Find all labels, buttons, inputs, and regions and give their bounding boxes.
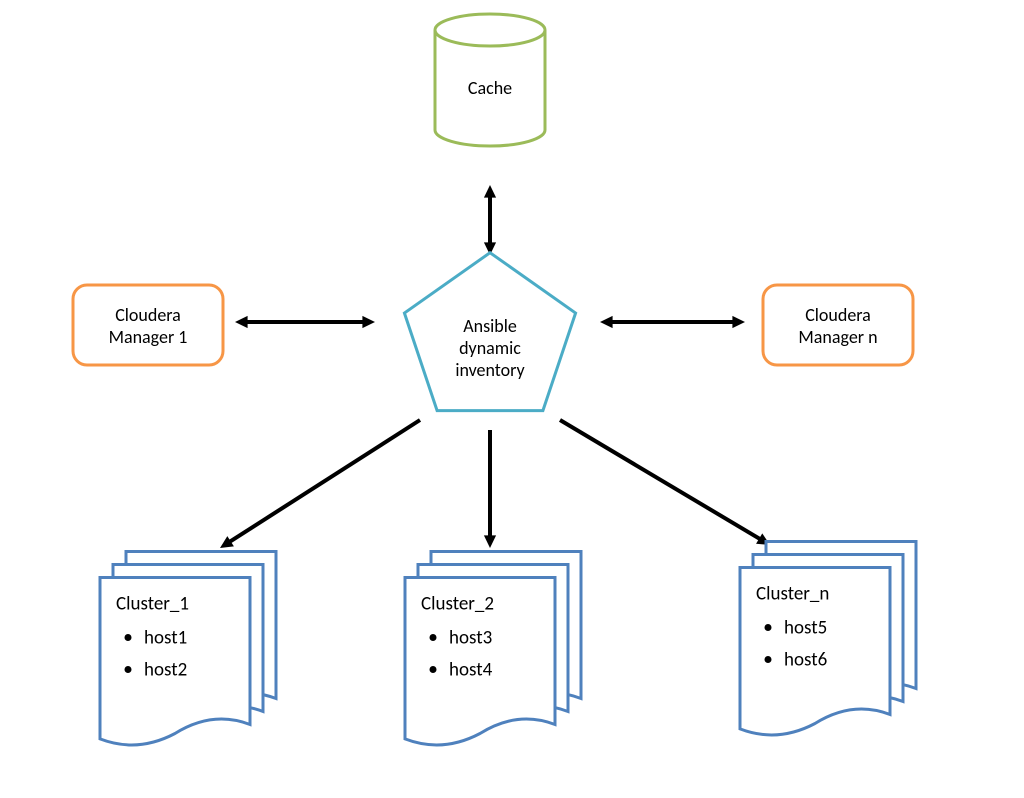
cmn-label: Manager n [798, 326, 877, 348]
clustern-title: Cluster_n [756, 583, 829, 606]
cluster1-item: host2 [144, 659, 187, 682]
cmn-label: Cloudera [805, 304, 871, 326]
bullet-icon [430, 666, 437, 673]
center-label-line: Ansible [463, 315, 517, 337]
clustern-item: host6 [784, 649, 827, 672]
cluster1-item: host1 [144, 627, 187, 650]
cm1-label: Cloudera [115, 304, 181, 326]
bullet-icon [125, 634, 132, 641]
bullet-icon [430, 634, 437, 641]
bullet-icon [765, 656, 772, 663]
cm1-label: Manager 1 [109, 326, 188, 348]
bullet-icon [125, 666, 132, 673]
cluster2-title: Cluster_2 [421, 593, 494, 616]
bullet-icon [765, 624, 772, 631]
architecture-diagram: CacheAnsibledynamicinventoryClouderaMana… [0, 0, 1024, 798]
cluster2-item: host4 [449, 659, 493, 682]
cache-label: Cache [468, 77, 512, 99]
center-label-line: inventory [455, 359, 525, 381]
cluster2-item: host3 [449, 627, 492, 650]
clustern-item: host5 [784, 617, 827, 640]
center-label-line: dynamic [459, 337, 521, 359]
cluster1-title: Cluster_1 [116, 593, 189, 616]
